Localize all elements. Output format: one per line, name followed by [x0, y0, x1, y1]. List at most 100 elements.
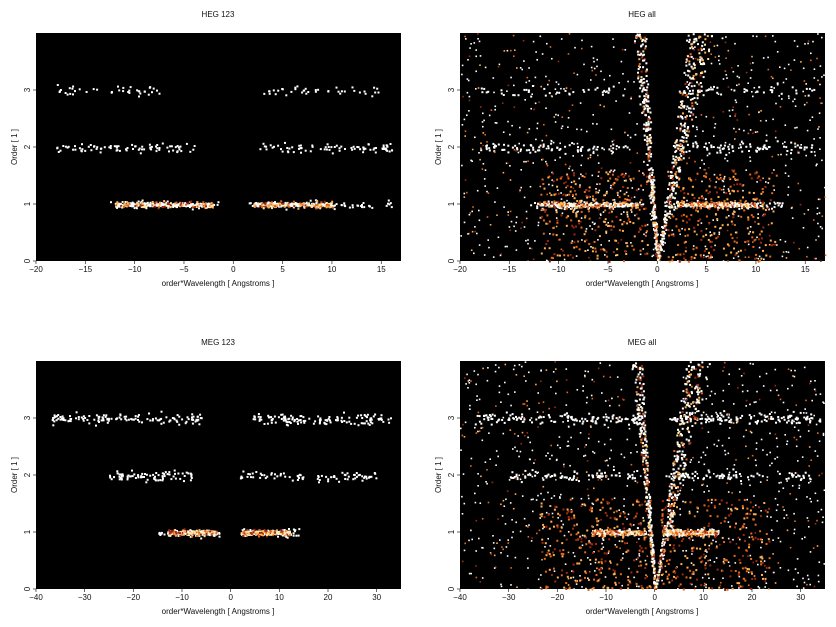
- count-pixel: [525, 217, 528, 220]
- count-pixel: [655, 238, 658, 241]
- count-pixel: [565, 216, 568, 219]
- count-pixel: [484, 185, 486, 187]
- count-pixel: [760, 110, 762, 112]
- count-pixel: [685, 108, 688, 110]
- count-pixel: [647, 128, 650, 131]
- count-pixel: [752, 215, 755, 218]
- count-pixel: [291, 146, 294, 149]
- count-pixel: [198, 207, 200, 210]
- count-pixel: [632, 204, 635, 207]
- count-pixel: [682, 146, 685, 149]
- count-pixel: [583, 90, 586, 93]
- count-pixel: [617, 194, 619, 196]
- count-pixel: [511, 146, 514, 149]
- count-pixel: [556, 204, 559, 207]
- count-pixel: [804, 95, 807, 97]
- count-pixel: [756, 236, 758, 239]
- count-pixel: [759, 179, 762, 182]
- count-pixel: [191, 532, 193, 534]
- count-pixel: [275, 532, 278, 535]
- count-pixel: [746, 227, 749, 230]
- count-pixel: [597, 225, 600, 228]
- count-pixel: [199, 531, 202, 534]
- count-pixel: [662, 230, 665, 233]
- count-pixel: [516, 147, 518, 150]
- count-pixel: [651, 192, 654, 195]
- count-pixel: [337, 90, 340, 93]
- count-pixel: [315, 204, 317, 207]
- count-pixel: [693, 66, 696, 69]
- count-pixel: [754, 198, 757, 201]
- count-pixel: [593, 60, 595, 63]
- count-pixel: [571, 224, 574, 227]
- count-pixel: [689, 76, 691, 79]
- count-pixel: [734, 172, 737, 175]
- count-pixel: [644, 47, 647, 50]
- count-pixel: [486, 190, 488, 193]
- count-pixel: [610, 149, 613, 152]
- count-pixel: [548, 260, 551, 263]
- count-pixel: [686, 162, 688, 165]
- count-pixel: [686, 134, 689, 137]
- count-pixel: [762, 214, 765, 217]
- count-pixel: [687, 74, 690, 77]
- count-pixel: [541, 158, 543, 161]
- count-pixel: [594, 229, 597, 232]
- count-pixel: [129, 86, 132, 89]
- count-pixel: [735, 231, 738, 234]
- count-pixel: [591, 246, 594, 249]
- count-pixel: [515, 150, 517, 152]
- count-pixel: [710, 245, 713, 248]
- count-pixel: [746, 89, 749, 92]
- count-pixel: [709, 231, 711, 233]
- count-pixel: [679, 169, 682, 171]
- count-pixel: [819, 148, 821, 150]
- count-pixel: [310, 205, 313, 208]
- count-pixel: [288, 147, 291, 150]
- count-pixel: [284, 202, 287, 205]
- x-tick-label: 15: [801, 265, 810, 274]
- count-pixel: [196, 201, 199, 204]
- count-pixel: [695, 39, 698, 42]
- count-pixel: [798, 247, 801, 250]
- count-pixel: [649, 168, 652, 171]
- count-pixel: [669, 194, 672, 197]
- count-pixel: [292, 528, 295, 531]
- count-pixel: [686, 81, 689, 83]
- count-pixel: [466, 114, 468, 116]
- count-pixel: [769, 199, 772, 202]
- count-pixel: [549, 205, 552, 208]
- count-pixel: [806, 101, 808, 104]
- count-pixel: [727, 244, 730, 247]
- count-pixel: [590, 246, 592, 248]
- count-pixel: [734, 202, 737, 204]
- count-pixel: [562, 233, 565, 235]
- count-pixel: [647, 96, 650, 99]
- count-pixel: [671, 178, 674, 180]
- count-pixel: [281, 150, 284, 153]
- count-pixel: [765, 181, 767, 183]
- count-pixel: [311, 145, 314, 148]
- count-pixel: [583, 203, 585, 205]
- count-pixel: [374, 91, 377, 94]
- count-pixel: [725, 153, 728, 156]
- count-pixel: [626, 198, 629, 201]
- count-pixel: [172, 149, 175, 152]
- count-pixel: [158, 206, 161, 209]
- count-pixel: [800, 61, 802, 63]
- count-pixel: [695, 206, 698, 209]
- count-pixel: [607, 221, 609, 224]
- count-pixel: [614, 204, 617, 207]
- count-pixel: [617, 175, 620, 178]
- count-pixel: [468, 99, 471, 102]
- count-pixel: [139, 152, 142, 155]
- count-pixel: [537, 149, 539, 152]
- count-pixel: [268, 206, 271, 209]
- count-pixel: [362, 148, 365, 151]
- count-pixel: [525, 88, 528, 91]
- count-pixel: [742, 189, 744, 192]
- count-pixel: [779, 239, 782, 241]
- count-pixel: [671, 161, 674, 164]
- count-pixel: [598, 189, 601, 192]
- count-pixel: [672, 181, 675, 184]
